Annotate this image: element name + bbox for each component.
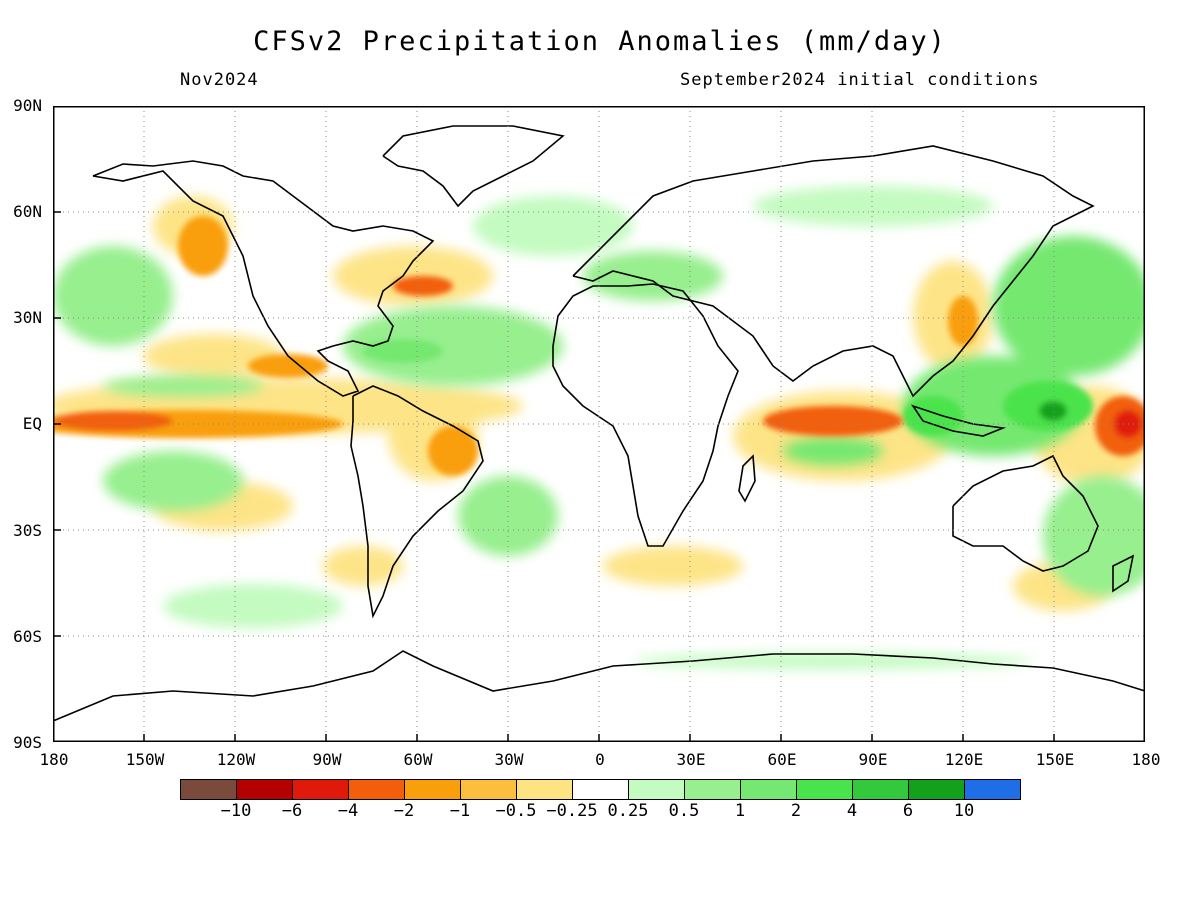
greenland-coast	[382, 125, 565, 208]
eurasia-coast	[572, 145, 1095, 398]
legend-label: −0.5	[495, 801, 537, 821]
south-pacific-green	[103, 451, 243, 511]
legend-swatch	[964, 779, 1021, 800]
legend-label: −4	[337, 801, 359, 821]
africa-europe-coast	[552, 283, 739, 547]
south-atlantic-light	[603, 546, 743, 586]
precipitation-anomaly-map	[53, 106, 1145, 742]
legend-swatch	[460, 779, 517, 800]
east-pacific-orange	[248, 354, 328, 378]
legend-label: −0.25	[546, 801, 598, 821]
north-atlantic-orange	[393, 276, 453, 296]
lon-label-150w: 150W	[125, 750, 165, 769]
legend-swatch	[348, 779, 405, 800]
madagascar-coast	[738, 454, 756, 503]
legend-swatch	[796, 779, 853, 800]
lat-label-30n: 30N	[13, 308, 42, 327]
legend-swatch	[180, 779, 237, 800]
southeast-pacific-light	[323, 546, 403, 586]
legend-label: 1	[734, 801, 746, 821]
lat-label-60n: 60N	[13, 202, 42, 221]
lon-label-60e: 60E	[767, 750, 797, 769]
antarctica-coast	[53, 650, 1145, 722]
new-zealand-coast	[1112, 554, 1135, 593]
legend-swatch	[628, 779, 685, 800]
pacific-green-band	[103, 376, 263, 396]
lat-label-60s: 60S	[13, 627, 42, 646]
north-america-coast	[92, 160, 435, 397]
lon-label-120w: 120W	[216, 750, 256, 769]
lat-label-90s: 90S	[13, 733, 42, 752]
legend-label: −6	[281, 801, 303, 821]
central-pacific-red	[53, 411, 173, 431]
legend-label: 6	[902, 801, 914, 821]
legend-label: 10	[953, 801, 975, 821]
lon-label-90w: 90W	[312, 750, 342, 769]
indonesia-coast	[911, 404, 1007, 437]
lon-label-150e: 150E	[1035, 750, 1075, 769]
northwest-pacific-green	[993, 236, 1145, 376]
alaska-coast-orange	[178, 216, 228, 276]
lon-label-120e: 120E	[944, 750, 984, 769]
map-frame	[53, 106, 1145, 742]
west-pacific-peak-green	[1039, 401, 1067, 421]
mediterranean-green	[583, 251, 723, 301]
lon-label-180e: 180	[1131, 750, 1161, 769]
lon-label-180w: 180	[39, 750, 69, 769]
legend-swatch	[404, 779, 461, 800]
indian-ocean-green	[783, 437, 883, 465]
amazon-orange	[428, 426, 478, 476]
legend-label: −2	[393, 801, 415, 821]
legend-label: 0.5	[668, 801, 700, 821]
lon-label-30e: 30E	[676, 750, 706, 769]
south-america-coast	[350, 385, 484, 619]
legend-label: 2	[790, 801, 802, 821]
siberia-green	[753, 186, 993, 226]
legend-swatch	[292, 779, 349, 800]
legend-swatch	[908, 779, 965, 800]
australia-coast	[952, 454, 1099, 572]
legend-label: 4	[846, 801, 858, 821]
legend-swatch	[740, 779, 797, 800]
lat-label-90n: 90N	[13, 96, 42, 115]
lon-label-30w: 30W	[494, 750, 524, 769]
initial-conditions-label: September2024 initial conditions	[680, 70, 1040, 90]
lon-label-0: 0	[595, 750, 605, 769]
map-title: CFSv2 Precipitation Anomalies (mm/day)	[253, 26, 947, 57]
lat-label-30s: 30S	[13, 521, 42, 540]
legend-label: −10	[220, 801, 252, 821]
legend-label: 0.25	[607, 801, 649, 821]
legend-swatch	[684, 779, 741, 800]
legend-swatch	[852, 779, 909, 800]
legend-swatch	[572, 779, 629, 800]
legend-swatch	[516, 779, 573, 800]
north-atlantic-green	[473, 196, 633, 256]
legend-label: −1	[449, 801, 471, 821]
lon-label-60w: 60W	[403, 750, 433, 769]
coastlines	[53, 125, 1145, 722]
north-atlantic-light	[333, 246, 493, 306]
hawaii-light-anomaly	[143, 334, 283, 378]
indian-ocean-orange	[763, 406, 903, 436]
lon-label-90e: 90E	[858, 750, 888, 769]
indonesia-strong-green	[903, 396, 963, 436]
map-gridlines	[53, 106, 1145, 742]
valid-month-label: Nov2024	[180, 70, 259, 90]
lat-label-eq: EQ	[22, 414, 42, 433]
north-pacific-green	[53, 246, 173, 346]
southern-pacific-green	[163, 584, 343, 628]
legend-swatch	[236, 779, 293, 800]
caribbean-strong-green	[363, 339, 443, 363]
